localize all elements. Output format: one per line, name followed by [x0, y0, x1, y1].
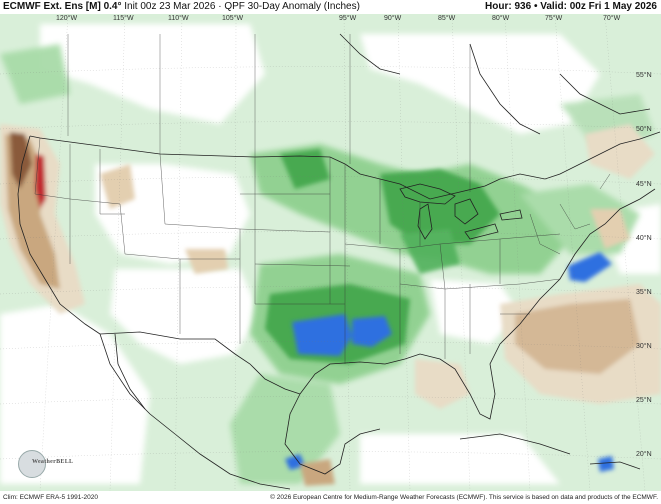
- map-canvas: [0, 14, 661, 491]
- model-resolution: 0.4°: [103, 1, 122, 12]
- cuba-coast: [459, 433, 571, 455]
- lat-label: 40°N: [636, 235, 652, 242]
- lake-superior: [399, 183, 456, 205]
- lat-label: 30°N: [636, 343, 652, 350]
- lon-label: 85°W: [438, 15, 456, 22]
- product-name: QPF 30-Day Anomaly (Inches): [224, 1, 360, 12]
- lon-label: 75°W: [545, 15, 563, 22]
- wet-heavy-areas: [285, 252, 614, 472]
- lon-label: 70°W: [603, 15, 621, 22]
- lon-label: 80°W: [492, 15, 510, 22]
- header-valid: Hour: 936 • Valid: 00z Fri 1 May 2026: [485, 0, 657, 14]
- west-coast: [17, 135, 101, 335]
- us-canada-border: [29, 131, 661, 200]
- state-borders: [34, 137, 611, 364]
- copyright-note: © 2026 European Centre for Medium-Range …: [270, 494, 658, 501]
- lon-label: 120°W: [56, 15, 78, 22]
- hour-label: Hour:: [485, 1, 512, 12]
- map-footer: Clim: ECMWF ERA-5 1991-2020 © 2026 Europ…: [0, 491, 661, 504]
- logo-disc: [18, 450, 46, 478]
- lon-label: 90°W: [384, 15, 402, 22]
- hispaniola-coast: [589, 461, 641, 470]
- logo-text: WeatherBELL: [32, 459, 74, 465]
- valid-value: 00z Fri 1 May 2026: [569, 1, 657, 12]
- hour-value: 936: [514, 1, 532, 12]
- lake-huron: [454, 198, 479, 225]
- lat-label: 35°N: [636, 289, 652, 296]
- mexico-coast: [99, 333, 381, 490]
- lon-label: 115°W: [113, 15, 134, 22]
- climatology-note: Clim: ECMWF ERA-5 1991-2020: [3, 494, 98, 501]
- lake-ontario: [499, 209, 523, 221]
- valid-label: Valid:: [540, 1, 567, 12]
- product-separator: ·: [218, 1, 222, 12]
- graticule: [0, 14, 661, 491]
- lat-label: 45°N: [636, 181, 652, 188]
- lake-erie: [464, 223, 499, 240]
- map-header: ECMWF Ext. Ens [M] 0.4° Init 00z 23 Mar …: [0, 0, 661, 14]
- lon-label: 110°W: [168, 15, 189, 22]
- lat-label: 20°N: [636, 451, 652, 458]
- init-time: Init 00z 23 Mar 2026: [124, 1, 216, 12]
- header-title: ECMWF Ext. Ens [M] 0.4° Init 00z 23 Mar …: [3, 0, 360, 14]
- province-borders: [67, 34, 471, 192]
- weatherbell-logo: WeatherBELL: [18, 450, 74, 478]
- lon-label: 95°W: [339, 15, 357, 22]
- neutral-areas: [0, 24, 661, 484]
- lat-label: 50°N: [636, 126, 652, 133]
- valid-separator: •: [533, 1, 538, 12]
- us-mexico-border: [99, 331, 301, 395]
- lake-michigan: [417, 203, 433, 240]
- political-borders: [17, 33, 661, 490]
- dry-areas: [0, 124, 661, 486]
- lat-label: 25°N: [636, 397, 652, 404]
- model-name: ECMWF Ext. Ens [M]: [3, 1, 101, 12]
- anomaly-map: 120°W 115°W 110°W 105°W 95°W 90°W 85°W 8…: [0, 14, 661, 491]
- gulf-atlantic-coast: [299, 188, 656, 420]
- lon-label: 105°W: [222, 15, 244, 22]
- lat-label: 55°N: [636, 72, 652, 79]
- baja-california: [114, 333, 146, 410]
